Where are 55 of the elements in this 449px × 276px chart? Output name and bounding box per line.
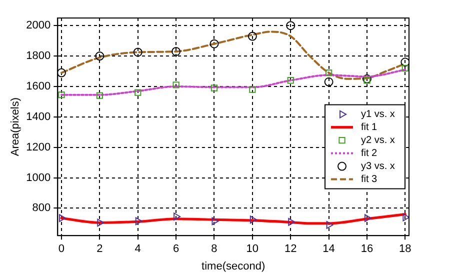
y-tick-label: 2000	[26, 20, 51, 32]
point	[364, 77, 370, 84]
point	[135, 217, 142, 226]
point	[58, 92, 65, 98]
point	[58, 68, 66, 78]
legend-label: fit 2	[361, 148, 378, 160]
x-tick-label: 10	[246, 243, 259, 256]
x-axis-title: time(second)	[202, 260, 266, 272]
legend-label: fit 1	[361, 122, 378, 134]
legend-label: fit 3	[361, 174, 378, 186]
point	[250, 216, 257, 224]
legend-label: y1 vs. x	[361, 109, 395, 120]
y-tick-label: 1200	[26, 141, 51, 154]
point	[134, 89, 142, 96]
point	[95, 52, 104, 61]
x-tick-label: 8	[211, 243, 218, 256]
point	[210, 84, 218, 92]
legend-label: y2 vs. x	[361, 135, 395, 146]
point	[402, 64, 409, 72]
point	[210, 39, 219, 48]
y-tick-label: 1400	[26, 110, 51, 123]
point	[172, 82, 180, 88]
x-tick-label: 6	[172, 243, 180, 256]
point	[402, 213, 409, 222]
point	[326, 220, 334, 229]
x-tick-label: 16	[360, 243, 374, 256]
point	[364, 214, 372, 222]
x-tick-label: 0	[58, 243, 65, 256]
point	[362, 74, 372, 84]
point	[172, 46, 181, 56]
point	[174, 212, 181, 221]
point	[400, 58, 409, 67]
x-tick-label: 14	[322, 243, 335, 256]
x-tick-label: 4	[134, 243, 141, 256]
x-tick-label: 18	[399, 243, 412, 256]
point	[96, 92, 104, 99]
point	[249, 86, 256, 93]
y-tick-label: 1800	[26, 50, 51, 62]
point	[287, 77, 294, 84]
point	[325, 69, 332, 76]
x-tick-label: 12	[284, 243, 297, 256]
point	[58, 214, 66, 222]
y-tick-label: 1600	[26, 80, 51, 93]
x-tick-label: 2	[96, 243, 103, 256]
point	[288, 218, 296, 226]
point	[324, 77, 334, 86]
y-tick-label: 800	[32, 202, 51, 214]
y-tick-label: 1000	[26, 172, 51, 184]
point	[133, 48, 142, 57]
y-axis-title: Area(pixels)	[10, 97, 22, 156]
point	[286, 21, 296, 30]
legend-label: y3 vs. x	[361, 161, 395, 172]
point	[212, 217, 219, 226]
point	[97, 218, 104, 227]
point	[248, 32, 257, 41]
